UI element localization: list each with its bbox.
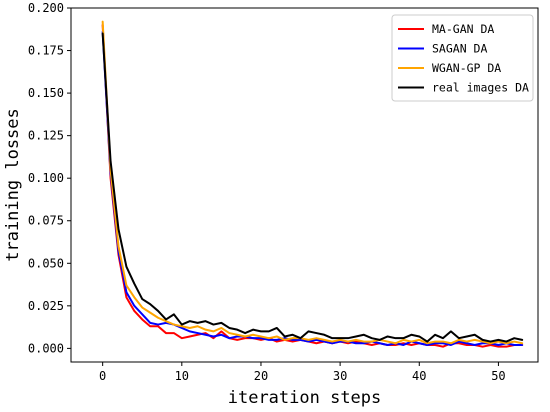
plot-layer — [101, 20, 524, 348]
y-tick-label: 0.125 — [28, 129, 64, 143]
x-tick-label: 0 — [99, 369, 106, 383]
legend-label-2: SAGAN DA — [432, 42, 487, 56]
y-tick-label: 0.000 — [28, 341, 64, 355]
y-tick-label: 0.025 — [28, 299, 64, 313]
legend-label-4: real images DA — [432, 81, 529, 95]
legend-box — [391, 14, 534, 102]
legend: MA-GAN DA SAGAN DA WGAN-GP DA real images D… — [391, 14, 534, 102]
y-tick-label: 0.050 — [28, 256, 64, 270]
legend-label-3: WGAN-GP DA — [432, 61, 501, 75]
y-axis-title: training losses — [3, 108, 23, 262]
y-tick-label: 0.100 — [28, 171, 64, 185]
plot-frame — [70, 7, 539, 363]
series-line-3 — [101, 20, 524, 345]
y-tick-label: 0.175 — [28, 44, 64, 58]
legend-label-1: MA-GAN DA — [432, 22, 494, 36]
x-tick-label: 30 — [333, 369, 347, 383]
y-tick-label: 0.200 — [28, 1, 64, 15]
series-line-4 — [101, 32, 524, 343]
x-tick-label: 20 — [254, 369, 268, 383]
y-tick-label: 0.150 — [28, 86, 64, 100]
x-tick-label: 50 — [491, 369, 505, 383]
x-tick-label: 10 — [175, 369, 189, 383]
x-axis-title: iteration steps — [228, 388, 382, 408]
x-tick-label: 40 — [412, 369, 426, 383]
y-tick-label: 0.075 — [28, 214, 64, 228]
axes-layer: 0 10 20 30 40 50 0.000 0.025 0.050 0.075 0.100 0.12… — [28, 1, 539, 383]
